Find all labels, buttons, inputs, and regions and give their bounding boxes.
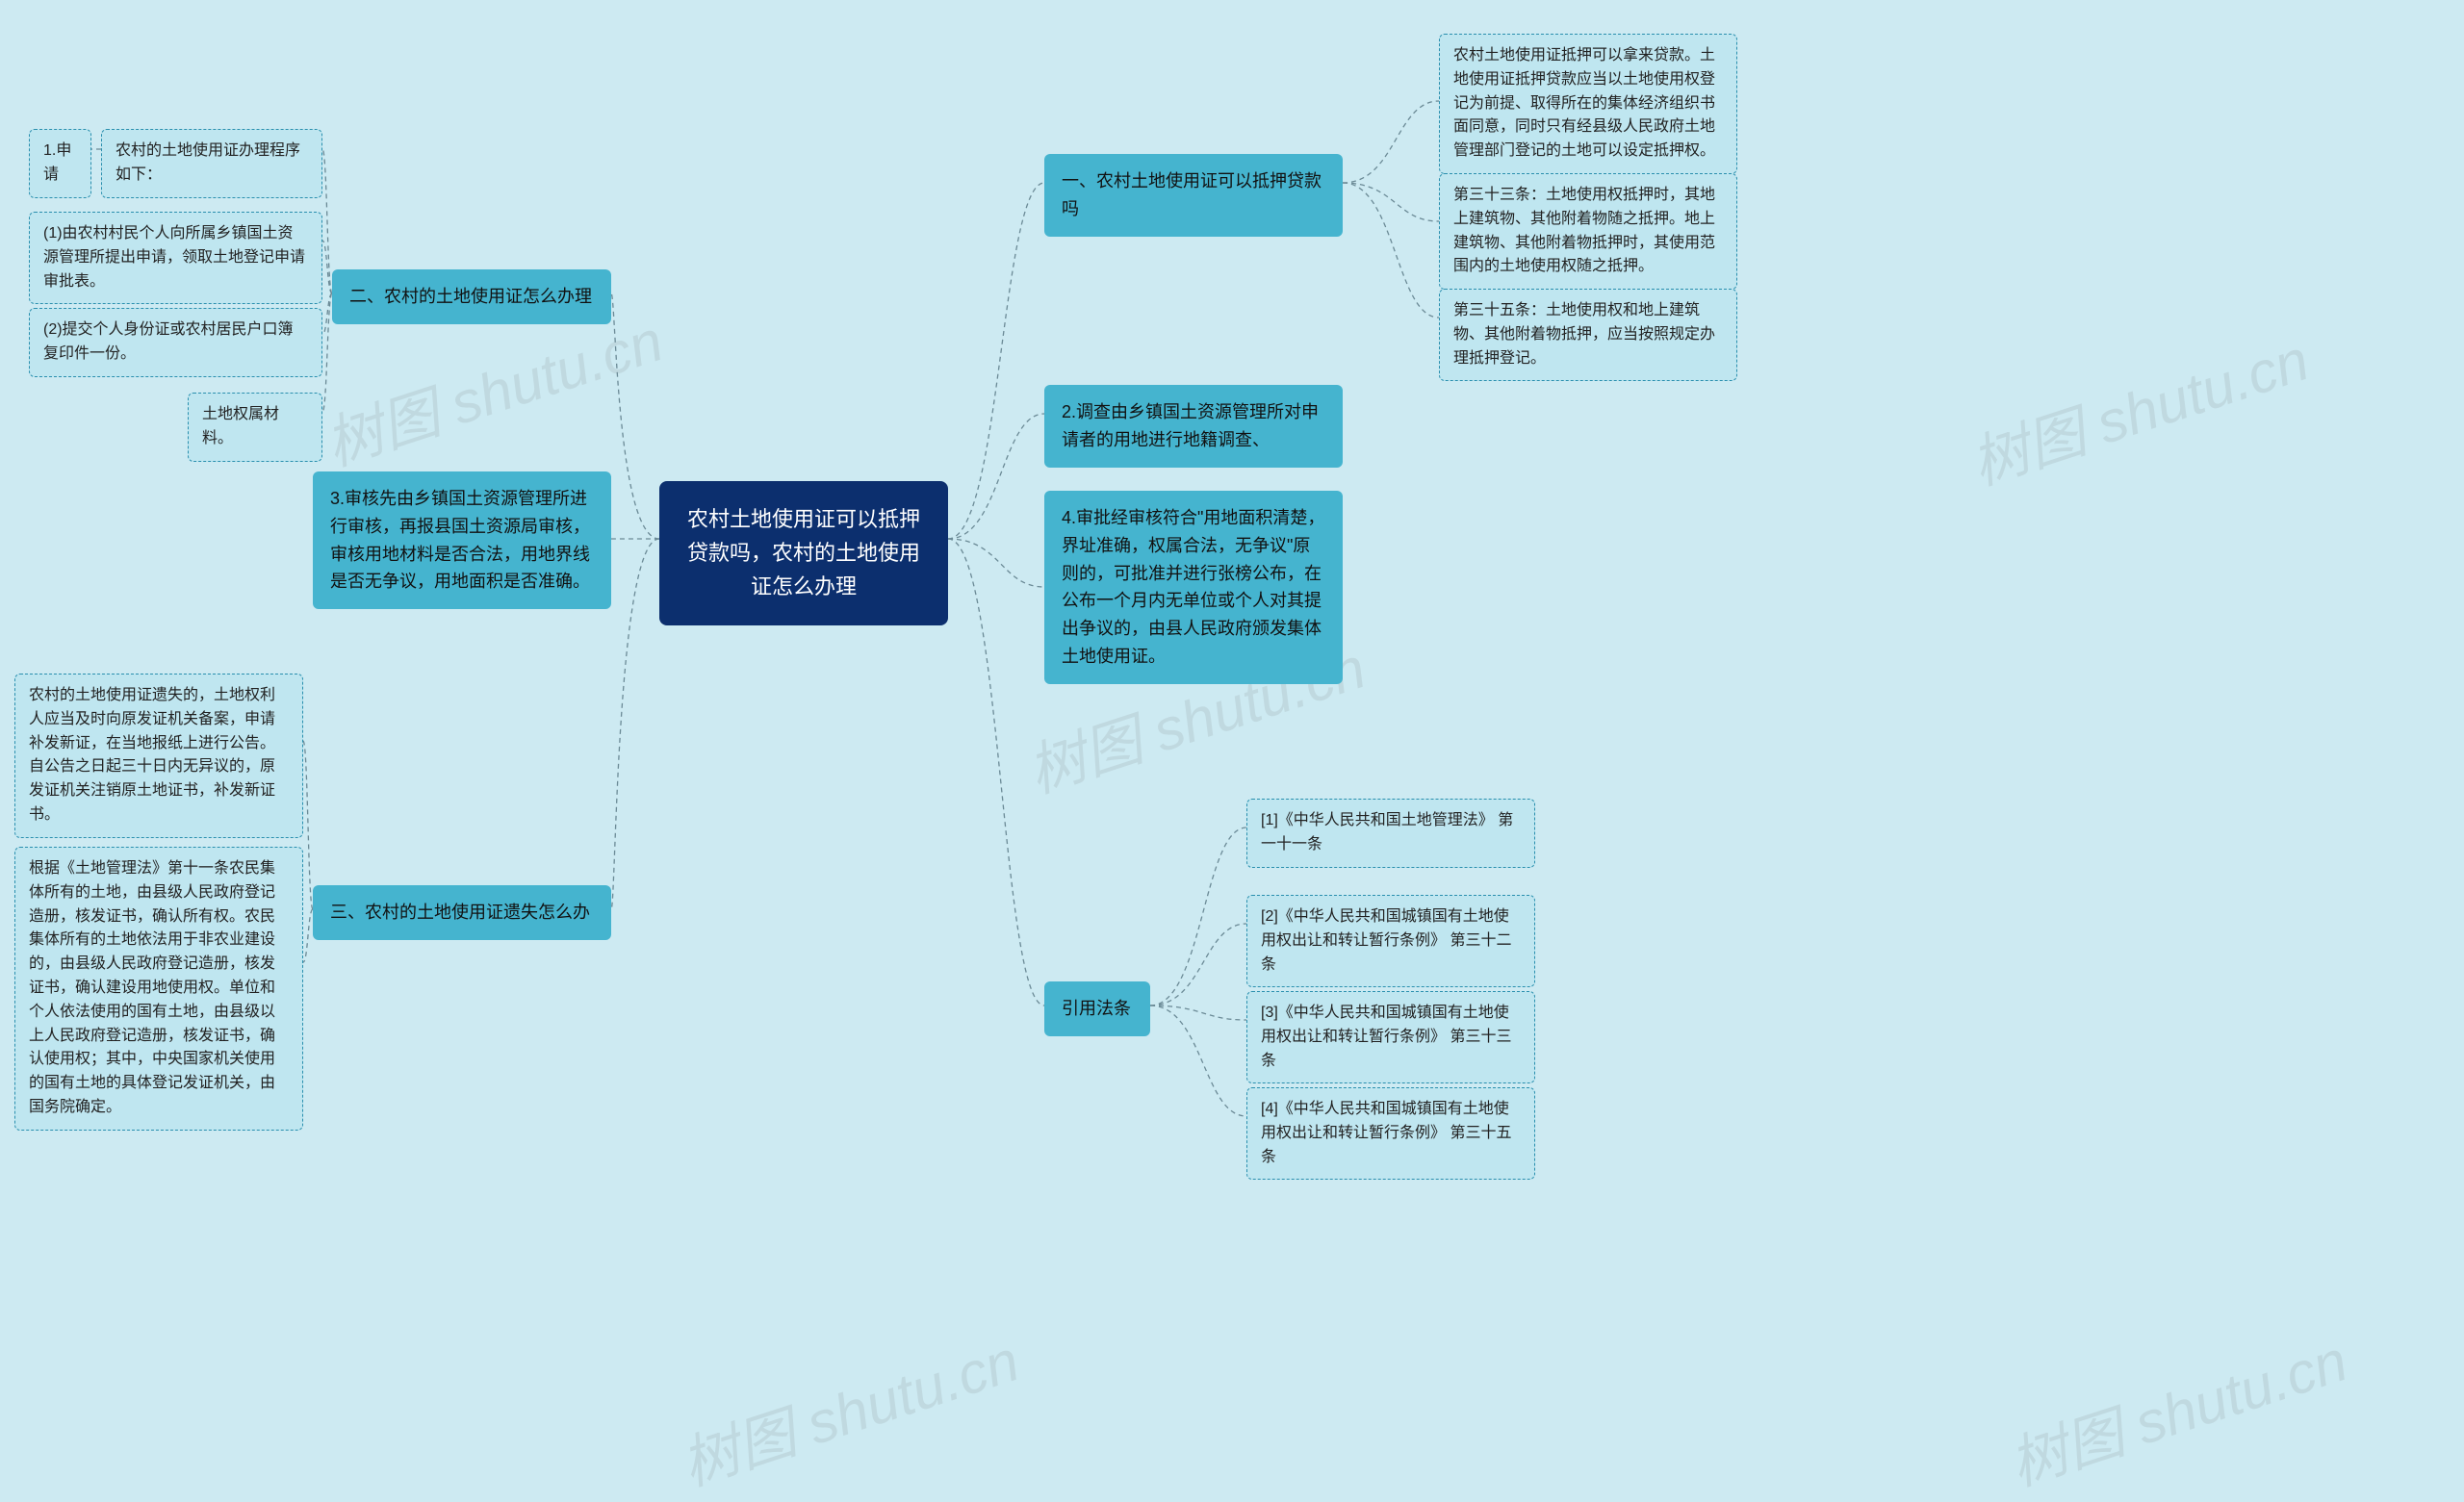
center-topic: 农村土地使用证可以抵押贷款吗，农村的土地使用证怎么办理 (659, 481, 948, 625)
watermark: 树图 shutu.cn (1959, 314, 2318, 501)
watermark: 树图 shutu.cn (669, 1314, 1028, 1502)
branch-r3: 4.审批经审核符合"用地面积清楚，界址准确，权属合法，无争议"原则的，可批准并进… (1044, 491, 1343, 684)
leaf-l3-0: 农村的土地使用证遗失的，土地权利人应当及时向原发证机关备案，申请补发新证，在当地… (14, 674, 303, 838)
branch-l2: 3.审核先由乡镇国土资源管理所进行审核，再报县国土资源局审核，审核用地材料是否合… (313, 471, 611, 609)
branch-r1: 一、农村土地使用证可以抵押贷款吗 (1044, 154, 1343, 237)
leaf-r4-1: [2]《中华人民共和国城镇国有土地使用权出让和转让暂行条例》 第三十二条 (1246, 895, 1535, 987)
leaf-l1-0-sub: 1.申请 (29, 129, 91, 198)
branch-l3: 三、农村的土地使用证遗失怎么办 (313, 885, 611, 940)
leaf-l1-2: (2)提交个人身份证或农村居民户口簿复印件一份。 (29, 308, 322, 377)
leaf-r1-1: 第三十三条：土地使用权抵押时，其地上建筑物、其他附着物随之抵押。地上建筑物、其他… (1439, 173, 1737, 290)
leaf-l1-1: (1)由农村村民个人向所属乡镇国土资源管理所提出申请，领取土地登记申请审批表。 (29, 212, 322, 304)
leaf-r4-2: [3]《中华人民共和国城镇国有土地使用权出让和转让暂行条例》 第三十三条 (1246, 991, 1535, 1083)
leaf-r1-0: 农村土地使用证抵押可以拿来贷款。土地使用证抵押贷款应当以土地使用权登记为前提、取… (1439, 34, 1737, 174)
branch-r4: 引用法条 (1044, 981, 1150, 1036)
leaf-r1-2: 第三十五条：土地使用权和地上建筑物、其他附着物抵押，应当按照规定办理抵押登记。 (1439, 289, 1737, 381)
watermark: 树图 shutu.cn (1997, 1314, 2356, 1502)
branch-r2: 2.调查由乡镇国土资源管理所对申请者的用地进行地籍调查、 (1044, 385, 1343, 468)
branch-l1: 二、农村的土地使用证怎么办理 (332, 269, 611, 324)
leaf-r4-3: [4]《中华人民共和国城镇国有土地使用权出让和转让暂行条例》 第三十五条 (1246, 1087, 1535, 1180)
leaf-l1-0: 农村的土地使用证办理程序如下： (101, 129, 322, 198)
leaf-l3-1: 根据《土地管理法》第十一条农民集体所有的土地，由县级人民政府登记造册，核发证书，… (14, 847, 303, 1131)
leaf-r4-0: [1]《中华人民共和国土地管理法》 第一十一条 (1246, 799, 1535, 868)
leaf-l1-3: 土地权属材料。 (188, 393, 322, 462)
